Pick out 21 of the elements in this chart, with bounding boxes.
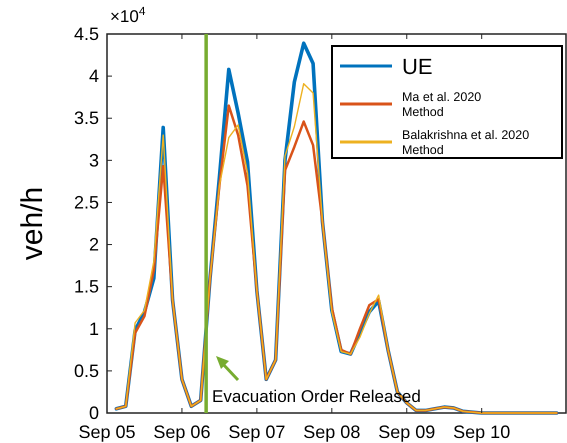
legend-label: Balakrishna et al. 2020 Method xyxy=(402,128,530,157)
y-tick-label: 3.5 xyxy=(74,108,99,128)
y-tick-label: 1 xyxy=(88,318,99,339)
y-axis-title: veh/h xyxy=(16,186,49,260)
x-tick-label: Sep 05 xyxy=(78,422,136,442)
y-tick-label: 4 xyxy=(88,66,99,86)
text: ×10$^{4}$ xyxy=(110,4,146,26)
y-tick-label: 0 xyxy=(88,403,99,423)
legend-label: UE xyxy=(402,54,433,79)
y-tick-label: 1.5 xyxy=(74,276,99,297)
legend-label: Ma et al. 2020 Method xyxy=(402,90,482,119)
y-tick-label: 2.5 xyxy=(74,192,99,212)
y-tick-label: 4.5 xyxy=(74,24,99,44)
y-tick-label: 3 xyxy=(88,150,99,170)
x-tick-label: Sep 09 xyxy=(378,422,436,442)
x-tick-label: Sep 07 xyxy=(228,422,286,442)
x-tick-label: Sep 08 xyxy=(303,422,360,442)
x-tick-label: Sep 10 xyxy=(453,422,510,442)
x-tick-label: Sep 06 xyxy=(153,422,210,442)
y-tick-label: 2 xyxy=(88,234,99,255)
y-tick-label: 0.5 xyxy=(74,360,99,381)
